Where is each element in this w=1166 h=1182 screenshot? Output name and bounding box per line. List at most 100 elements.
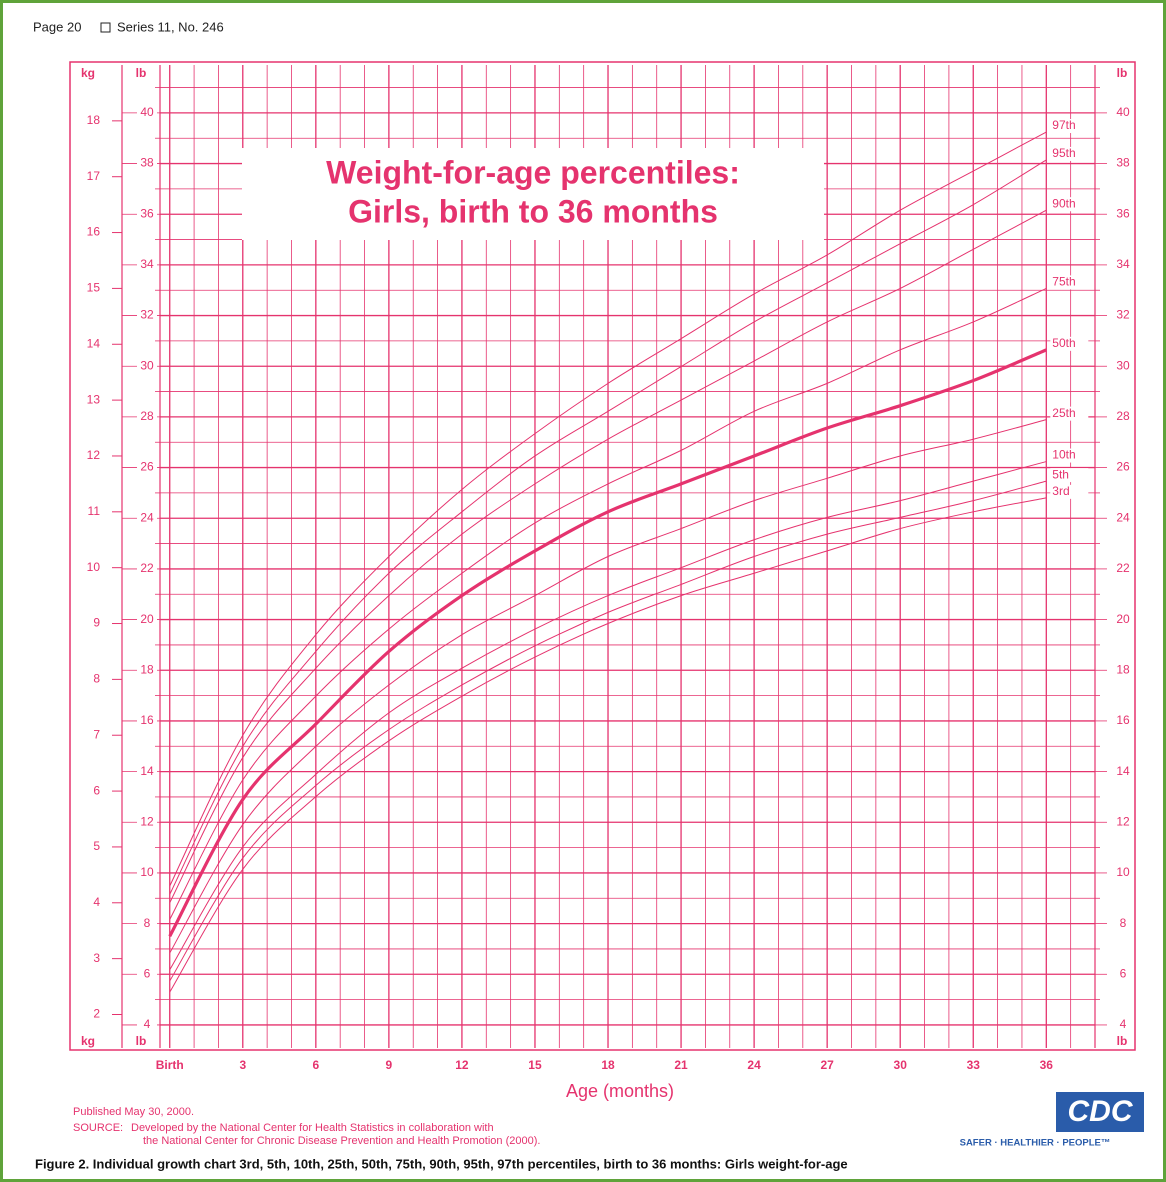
series-label: 25th — [1052, 406, 1075, 420]
percentile-line — [169, 461, 1047, 971]
y2-tick-label: 40 — [140, 105, 154, 119]
label-backdrop — [137, 511, 157, 526]
y2-tick-label: 22 — [140, 561, 154, 575]
label-backdrop — [137, 257, 157, 272]
series-number: Series 11, No. 246 — [117, 19, 224, 34]
x-tick-label: 6 — [312, 1058, 319, 1072]
published-note: Published May 30, 2000. — [73, 1106, 194, 1118]
separator-box — [100, 22, 111, 33]
label-backdrop — [137, 460, 157, 475]
label-backdrop — [1050, 275, 1089, 290]
y-unit-bottom: kg — [81, 1034, 95, 1048]
y2-tick-label: 22 — [1116, 561, 1130, 575]
y2-tick-label: 28 — [1116, 409, 1130, 423]
cdc-tagline: SAFER · HEALTHIER · PEOPLE™ — [960, 1138, 1111, 1149]
label-backdrop — [137, 916, 157, 931]
y2-tick-label: 4 — [144, 1017, 151, 1031]
label-backdrop — [1050, 119, 1089, 134]
x-tick-label: 33 — [967, 1058, 981, 1072]
y2-tick-label: 16 — [140, 713, 154, 727]
y2-tick-label: 10 — [1116, 865, 1130, 879]
y2-tick-label: 12 — [140, 814, 154, 828]
y-tick-label: 10 — [87, 560, 101, 574]
y2-tick-label: 38 — [140, 156, 154, 170]
x-tick-label: 3 — [239, 1058, 246, 1072]
y-tick-label: 7 — [93, 727, 100, 741]
y2-unit-bottom-right: lb — [1117, 1034, 1128, 1048]
cdc-logo — [1056, 1092, 1144, 1132]
label-backdrop — [1050, 336, 1089, 351]
y-tick-label: 13 — [87, 392, 101, 406]
x-tick-label: 15 — [528, 1058, 542, 1072]
y-tick-label: 9 — [93, 616, 100, 630]
y-tick-label: 16 — [87, 225, 101, 239]
y-tick-label: 8 — [93, 672, 100, 686]
y-unit-top: kg — [81, 66, 95, 80]
series-label: 90th — [1052, 196, 1075, 210]
label-backdrop — [1050, 448, 1089, 463]
y2-tick-label: 34 — [1116, 257, 1130, 271]
chart-title: Weight-for-age percentiles: — [326, 154, 740, 190]
x-tick-label: 18 — [601, 1058, 615, 1072]
x-tick-label: 24 — [747, 1058, 761, 1072]
label-backdrop — [137, 561, 157, 576]
y-tick-label: 5 — [93, 839, 100, 853]
label-backdrop — [137, 764, 157, 779]
series-label: 10th — [1052, 448, 1075, 462]
y-tick-label: 3 — [93, 951, 100, 965]
y2-tick-label: 14 — [1116, 764, 1130, 778]
title-box — [242, 148, 824, 240]
y2-tick-label: 4 — [1120, 1017, 1127, 1031]
y2-unit-bottom-left: lb — [136, 1034, 147, 1048]
x-tick-label: Birth — [156, 1058, 184, 1072]
y2-tick-label: 36 — [1116, 206, 1130, 220]
label-backdrop — [1050, 406, 1089, 421]
label-backdrop — [137, 105, 157, 120]
y2-tick-label: 24 — [1116, 510, 1130, 524]
series-label: 75th — [1052, 275, 1075, 289]
percentile-line — [169, 480, 1047, 982]
percentile-line — [169, 131, 1047, 887]
y2-tick-label: 8 — [144, 916, 151, 930]
percentile-line — [169, 497, 1047, 993]
series-label: 97th — [1052, 118, 1075, 132]
chart-subtitle: Girls, birth to 36 months — [348, 193, 718, 229]
y2-tick-label: 18 — [1116, 662, 1130, 676]
y2-tick-label: 26 — [1116, 460, 1130, 474]
label-backdrop — [137, 815, 157, 830]
x-tick-label: 36 — [1040, 1058, 1054, 1072]
x-tick-label: 12 — [455, 1058, 469, 1072]
y2-tick-label: 30 — [140, 358, 154, 372]
source-line: the National Center for Chronic Disease … — [143, 1135, 540, 1147]
label-backdrop — [1050, 197, 1089, 212]
y-tick-label: 14 — [87, 336, 101, 350]
y2-tick-label: 6 — [144, 966, 151, 980]
label-backdrop — [137, 967, 157, 982]
y2-unit-top-right: lb — [1117, 66, 1128, 80]
source-line: Developed by the National Center for Hea… — [131, 1122, 494, 1134]
y-tick-label: 12 — [87, 448, 101, 462]
y-tick-label: 2 — [93, 1007, 100, 1021]
y-tick-label: 4 — [93, 895, 100, 909]
y2-tick-label: 38 — [1116, 156, 1130, 170]
y2-tick-label: 32 — [1116, 308, 1130, 322]
percentile-line — [169, 209, 1047, 904]
label-backdrop — [1050, 484, 1089, 499]
y2-tick-label: 8 — [1120, 916, 1127, 930]
y2-unit-top-left: lb — [136, 66, 147, 80]
y2-tick-label: 34 — [140, 257, 154, 271]
y2-tick-label: 10 — [140, 865, 154, 879]
y2-tick-label: 18 — [140, 662, 154, 676]
y2-tick-label: 36 — [140, 206, 154, 220]
y2-tick-label: 14 — [140, 764, 154, 778]
percentile-line — [168, 348, 1047, 938]
label-backdrop — [137, 713, 157, 728]
label-backdrop — [137, 1017, 157, 1032]
page-number: Page 20 — [33, 19, 81, 34]
y2-tick-label: 20 — [1116, 612, 1130, 626]
label-backdrop — [1050, 146, 1089, 161]
y-tick-label: 6 — [93, 783, 100, 797]
label-backdrop — [137, 207, 157, 222]
y-tick-label: 11 — [88, 504, 101, 518]
